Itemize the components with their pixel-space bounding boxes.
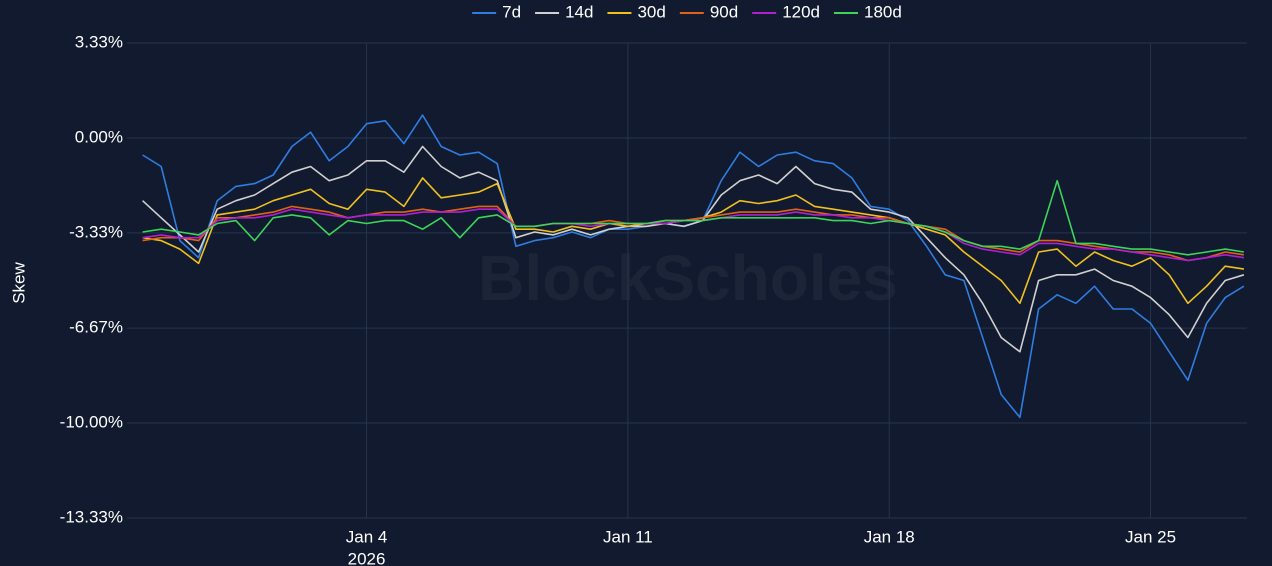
legend: 7d 14d 30d 90d 120d 180d (472, 2, 902, 21)
series-line (142, 205, 1245, 262)
x-tick-label: Jan 11 (603, 527, 653, 546)
legend-label: 120d (782, 2, 820, 21)
x-year-label: 2026 (348, 549, 386, 566)
series-line (142, 179, 1245, 256)
x-tick-label: Jan 25 (1125, 527, 1176, 546)
y-tick-label: -10.00% (60, 413, 123, 432)
x-tick-label: Jan 4 (346, 527, 388, 546)
y-tick-label: 0.00% (75, 127, 123, 146)
legend-label: 7d (502, 2, 521, 21)
legend-label: 30d (637, 2, 665, 21)
x-tick-label: Jan 18 (864, 527, 915, 546)
y-tick-label: -6.67% (69, 318, 123, 337)
legend-label: 14d (565, 2, 593, 21)
y-tick-label: 3.33% (75, 32, 123, 51)
y-tick-label: -13.33% (60, 507, 123, 526)
y-axis-label: Skew (9, 261, 28, 303)
y-tick-label: -3.33% (69, 222, 123, 241)
series-line (142, 145, 1245, 353)
legend-label: 180d (864, 2, 902, 21)
watermark: BlockScholes (478, 242, 898, 314)
legend-label: 90d (710, 2, 738, 21)
